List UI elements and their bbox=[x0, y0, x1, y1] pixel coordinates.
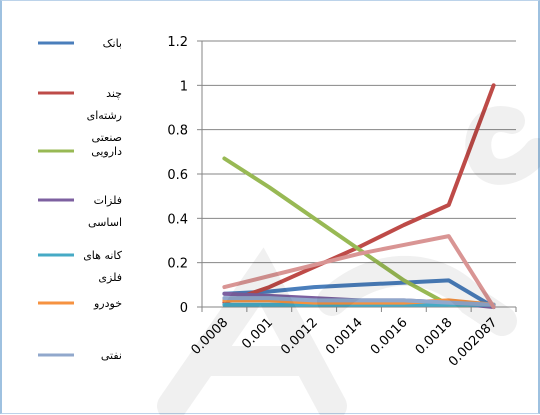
legend-item: نفتی bbox=[38, 349, 122, 362]
legend-label: بانک bbox=[103, 37, 122, 50]
x-tick-label: 0.0016 bbox=[368, 315, 411, 358]
legend-item: کانه های فلزی bbox=[38, 249, 123, 284]
y-tick-label: 0.4 bbox=[167, 212, 188, 227]
x-tick-label: 0.0018 bbox=[413, 315, 456, 358]
watermark-letter-r bbox=[317, 256, 517, 336]
series-line bbox=[222, 278, 496, 309]
legend-label: رشته‌ای bbox=[87, 109, 122, 122]
legend-label: اساسی bbox=[88, 216, 122, 229]
legend-item: دارویی bbox=[38, 145, 122, 158]
legend-item: خودرو bbox=[38, 297, 122, 310]
y-tick-label: 0.8 bbox=[167, 124, 188, 139]
series-line bbox=[222, 234, 496, 309]
legend-item: چند رشته‌ای صنعتی bbox=[38, 87, 122, 144]
y-tick-label: 0 bbox=[180, 301, 188, 316]
legend-label: چند bbox=[106, 87, 122, 100]
legend-item: فلزات اساسی bbox=[38, 194, 122, 229]
y-tick-label: 1.2 bbox=[167, 35, 188, 50]
y-tick-label: 1 bbox=[180, 79, 188, 94]
legend-label: کانه های bbox=[83, 249, 123, 262]
y-tick-label: 0.2 bbox=[167, 257, 188, 272]
y-tick-label: 0.6 bbox=[167, 168, 188, 183]
series-lines bbox=[222, 83, 496, 309]
legend-label: فلزات bbox=[94, 194, 122, 207]
series-line bbox=[222, 296, 496, 307]
legend-label: خودرو bbox=[93, 297, 122, 310]
watermark-letter-c bbox=[465, 106, 540, 185]
legend-item: بانک bbox=[38, 37, 122, 50]
legend-label: نفتی bbox=[101, 349, 122, 362]
watermark-letter-a bbox=[157, 247, 347, 415]
legend-label: فلزی bbox=[98, 271, 122, 284]
x-tick-label: 0.0014 bbox=[323, 315, 366, 358]
axes bbox=[197, 40, 517, 312]
watermark bbox=[157, 106, 540, 415]
legend-label: دارویی bbox=[91, 145, 122, 158]
y-axis-tick-labels: 0 0.2 0.4 0.6 0.8 1 1.2 bbox=[167, 35, 188, 316]
legend-label: صنعتی bbox=[92, 131, 122, 144]
series-line bbox=[222, 298, 496, 307]
